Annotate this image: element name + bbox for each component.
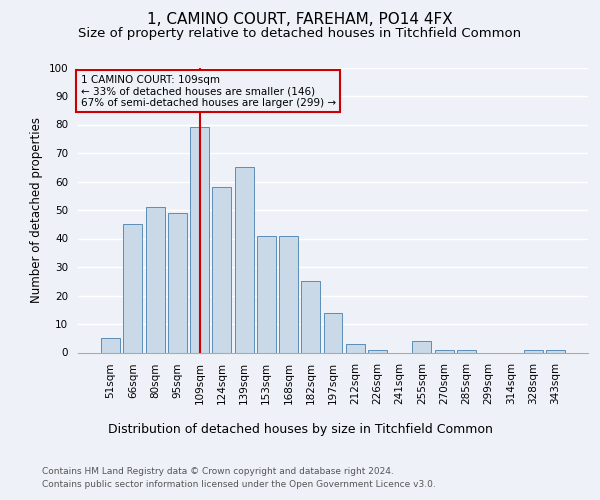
- Text: Contains HM Land Registry data © Crown copyright and database right 2024.: Contains HM Land Registry data © Crown c…: [42, 468, 394, 476]
- Bar: [124, 224, 142, 352]
- Bar: [190, 128, 209, 352]
- Bar: [101, 338, 120, 352]
- Bar: [412, 341, 431, 352]
- Bar: [524, 350, 542, 352]
- Text: 1, CAMINO COURT, FAREHAM, PO14 4FX: 1, CAMINO COURT, FAREHAM, PO14 4FX: [147, 12, 453, 28]
- Text: Contains public sector information licensed under the Open Government Licence v3: Contains public sector information licen…: [42, 480, 436, 489]
- Bar: [323, 312, 343, 352]
- Bar: [257, 236, 276, 352]
- Bar: [546, 350, 565, 352]
- Bar: [168, 213, 187, 352]
- Bar: [301, 281, 320, 352]
- Bar: [368, 350, 387, 352]
- Y-axis label: Number of detached properties: Number of detached properties: [30, 117, 43, 303]
- Text: 1 CAMINO COURT: 109sqm
← 33% of detached houses are smaller (146)
67% of semi-de: 1 CAMINO COURT: 109sqm ← 33% of detached…: [80, 74, 335, 108]
- Bar: [279, 236, 298, 352]
- Bar: [146, 207, 164, 352]
- Bar: [235, 167, 254, 352]
- Bar: [346, 344, 365, 352]
- Bar: [457, 350, 476, 352]
- Bar: [435, 350, 454, 352]
- Text: Size of property relative to detached houses in Titchfield Common: Size of property relative to detached ho…: [79, 28, 521, 40]
- Text: Distribution of detached houses by size in Titchfield Common: Distribution of detached houses by size …: [107, 422, 493, 436]
- Bar: [212, 187, 231, 352]
